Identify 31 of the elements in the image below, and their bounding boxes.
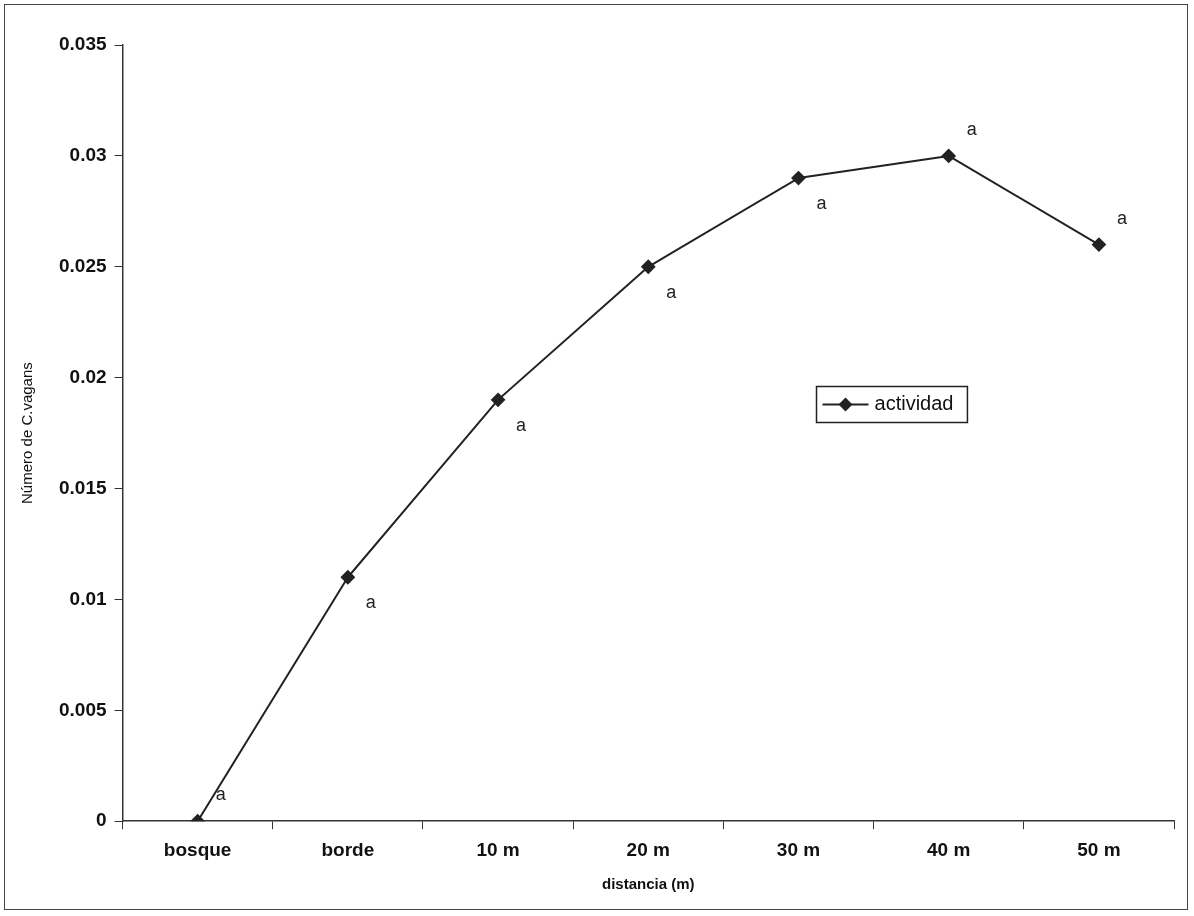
x-tick-label: 40 m	[927, 838, 971, 860]
x-tick-label: 20 m	[626, 838, 670, 860]
annotation: a	[365, 592, 377, 613]
x-tick-label: borde	[321, 838, 375, 860]
point	[340, 570, 355, 585]
point	[1091, 237, 1106, 252]
annotation: a	[215, 784, 227, 805]
annotation: a	[1116, 207, 1128, 228]
x-tick-label: bosque	[163, 838, 232, 860]
y-axis-title: Número de C.vagans	[18, 362, 36, 504]
annotation: a	[516, 414, 528, 435]
y-tick-label: 0	[95, 809, 107, 831]
y-tick-label: 0.03	[69, 144, 107, 166]
y-tick-label: 0.025	[59, 255, 107, 277]
point	[791, 171, 806, 186]
y-tick-label: 0.015	[59, 476, 107, 498]
y-tick-label: 0.035	[59, 33, 107, 55]
x-tick-label: 50 m	[1077, 838, 1121, 860]
y-tick-label: 0.02	[69, 365, 107, 387]
point	[641, 259, 656, 274]
point	[941, 148, 956, 163]
annotation: a	[816, 193, 828, 214]
point	[491, 392, 506, 407]
annotation: a	[966, 118, 978, 139]
x-tick-label: 30 m	[776, 838, 821, 860]
y-tick-label: 0.01	[69, 587, 107, 609]
y-tick-label: 0.005	[59, 698, 107, 720]
legend-label: actividad	[874, 392, 954, 415]
annotation: a	[666, 281, 678, 302]
x-axis-title: distancia (m)	[602, 875, 695, 893]
x-tick-label: 10 m	[476, 838, 520, 860]
